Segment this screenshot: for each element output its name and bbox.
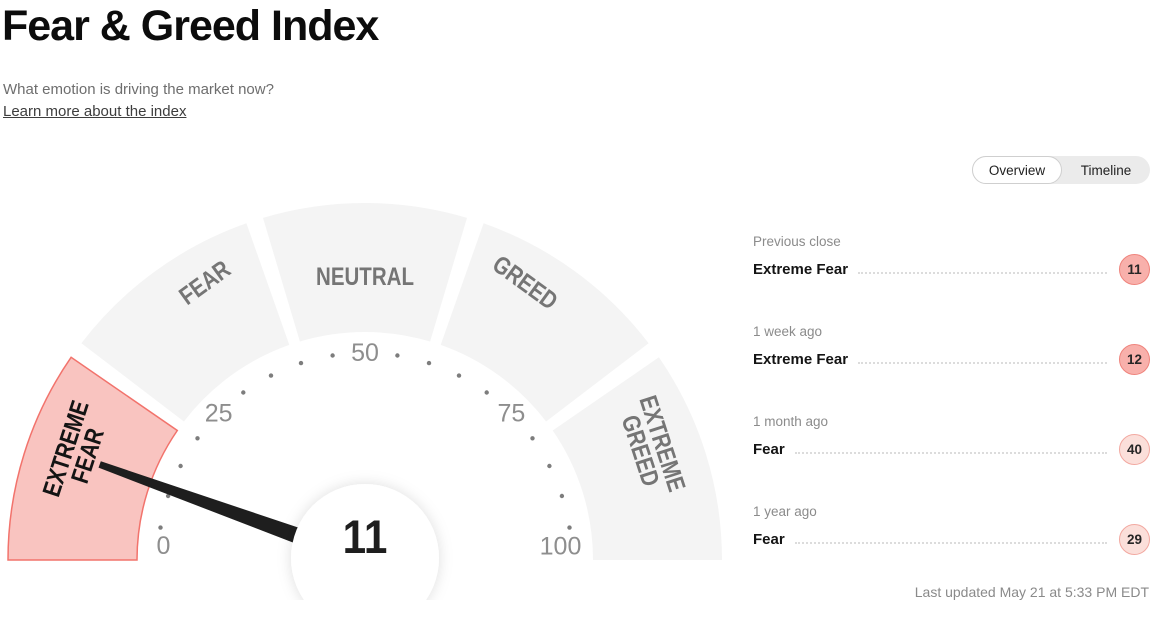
history-row-previous-close: Previous close Extreme Fear 11 xyxy=(753,234,1150,285)
gauge-segment-fear xyxy=(81,223,290,422)
tick-dot xyxy=(456,373,462,378)
tick-dot xyxy=(158,525,163,530)
tab-timeline[interactable]: Timeline xyxy=(1062,156,1150,184)
dotted-leader xyxy=(794,542,1107,544)
gauge-center-circle xyxy=(291,484,439,620)
dotted-leader xyxy=(858,272,1107,274)
tick-dot xyxy=(298,360,304,366)
tick-dot xyxy=(195,436,200,441)
tick-label: 0 xyxy=(157,532,171,560)
segment-label: NEUTRAL xyxy=(316,262,414,290)
history-value-badge: 12 xyxy=(1119,343,1150,375)
tick-dot xyxy=(395,353,400,358)
history-label: Fear xyxy=(753,530,785,548)
tick-label: 75 xyxy=(497,400,525,428)
history-label: Fear xyxy=(753,440,785,458)
tick-label: 25 xyxy=(205,400,233,428)
history-period: 1 month ago xyxy=(753,414,829,429)
gauge-segment-neutral xyxy=(263,203,467,342)
history-period: 1 year ago xyxy=(753,504,817,519)
history-panel: Previous close Extreme Fear 11 1 week ag… xyxy=(753,234,1150,594)
history-value-badge: 11 xyxy=(1119,253,1150,285)
gauge-needle xyxy=(98,461,302,544)
last-updated: Last updated May 21 at 5:33 PM EDT xyxy=(914,584,1149,600)
tick-dot xyxy=(330,353,335,358)
tick-dot xyxy=(547,463,552,469)
history-value-badge: 40 xyxy=(1119,433,1150,465)
fear-greed-gauge: EXTREMEFEAR FEAR NEUTRAL GREED EXTREMEGREED 0… xyxy=(0,190,730,620)
dotted-leader xyxy=(794,452,1107,454)
tick-dot xyxy=(178,463,183,469)
tick-dot xyxy=(530,436,535,441)
tick-dot xyxy=(559,493,565,499)
subtitle: What emotion is driving the market now? xyxy=(3,81,274,98)
tick-dot xyxy=(426,360,432,366)
tick-label: 100 xyxy=(540,532,582,560)
history-row-1-week: 1 week ago Extreme Fear 12 xyxy=(753,324,1150,375)
history-row-1-month: 1 month ago Fear 40 xyxy=(753,414,1150,465)
tick-dot xyxy=(241,390,246,395)
tick-label: 50 xyxy=(351,339,379,367)
gauge-segment-greed xyxy=(440,223,649,422)
gauge-value: 11 xyxy=(343,512,388,564)
history-label: Extreme Fear xyxy=(753,350,849,368)
dotted-leader xyxy=(858,362,1107,364)
gauge-segment-extreme-fear xyxy=(7,356,179,561)
tick-dot xyxy=(484,390,489,395)
history-period: Previous close xyxy=(753,234,841,249)
segment-label: EXTREMEGREED xyxy=(612,392,692,502)
tab-overview[interactable]: Overview xyxy=(972,156,1062,184)
tick-dot xyxy=(268,373,274,378)
gauge-segment-extreme-greed xyxy=(552,357,722,560)
history-label: Extreme Fear xyxy=(753,260,849,278)
history-period: 1 week ago xyxy=(753,324,823,339)
history-value-badge: 29 xyxy=(1119,523,1150,555)
page-title: Fear & Greed Index xyxy=(2,2,379,50)
view-toggle: Overview Timeline xyxy=(972,156,1150,184)
history-row-1-year: 1 year ago Fear 29 xyxy=(753,504,1150,555)
tick-dot xyxy=(165,493,171,499)
tick-dot xyxy=(567,525,572,530)
learn-more-link[interactable]: Learn more about the index xyxy=(3,103,187,120)
